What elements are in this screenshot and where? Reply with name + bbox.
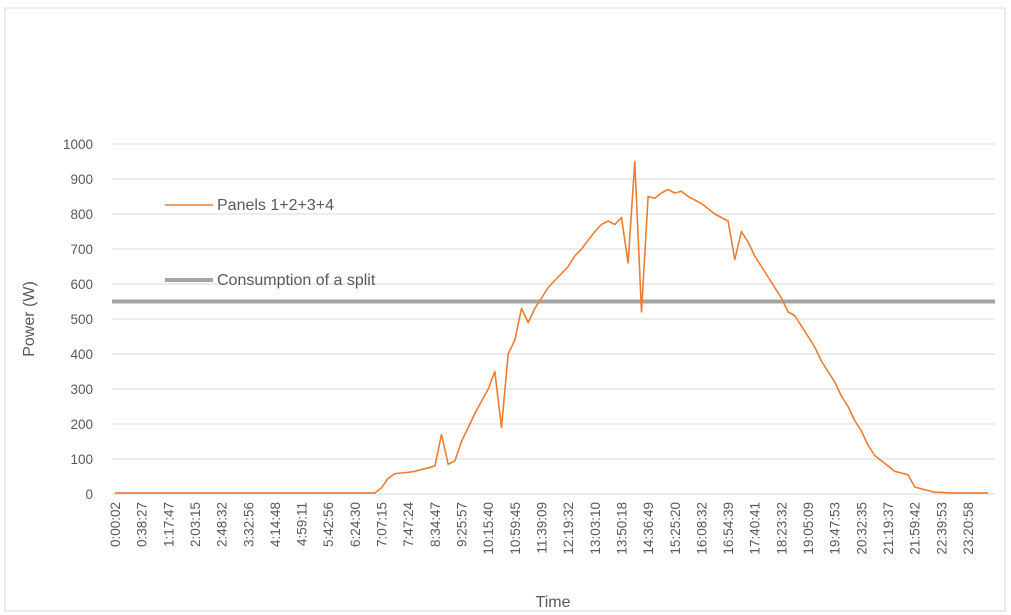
x-tick-label: 22:39:53 xyxy=(934,502,949,555)
x-tick-label: 12:19:32 xyxy=(561,502,576,555)
x-tick-label: 19:05:09 xyxy=(801,502,816,555)
x-tick-label: 10:15:40 xyxy=(481,502,496,555)
y-tick-label: 800 xyxy=(70,207,93,222)
x-tick-label: 13:50:18 xyxy=(614,502,629,555)
y-tick-label: 300 xyxy=(70,382,93,397)
x-tick-label: 16:08:32 xyxy=(694,502,709,555)
x-tick-label: 17:40:41 xyxy=(748,502,763,555)
y-tick-label: 0 xyxy=(85,487,93,502)
x-tick-label: 16:54:39 xyxy=(721,502,736,555)
y-tick-label: 700 xyxy=(70,242,93,257)
x-tick-label: 18:23:32 xyxy=(774,502,789,555)
y-tick-label: 1000 xyxy=(63,137,93,152)
x-tick-label: 8:34:47 xyxy=(428,502,443,547)
x-tick-label: 0:38:27 xyxy=(135,502,150,547)
x-tick-label: 7:47:24 xyxy=(401,502,416,548)
x-tick-label: 7:07:15 xyxy=(375,502,390,547)
x-tick-label: 21:59:42 xyxy=(908,502,923,555)
y-axis-label: Power (W) xyxy=(21,281,38,357)
x-tick-label: 11:39:09 xyxy=(534,502,549,554)
x-tick-label: 23:20:58 xyxy=(961,502,976,555)
y-tick-label: 200 xyxy=(70,417,93,432)
y-tick-label: 600 xyxy=(70,277,93,292)
series-line xyxy=(115,160,988,494)
y-tick-label: 900 xyxy=(70,172,93,187)
x-tick-label: 1:17:47 xyxy=(161,502,176,547)
x-tick-label: 3:32:56 xyxy=(241,502,256,547)
x-tick-label: 6:24:30 xyxy=(348,502,363,547)
x-tick-label: 4:59:11 xyxy=(295,502,310,546)
legend-label: Consumption of a split xyxy=(217,272,376,289)
y-tick-label: 500 xyxy=(70,312,93,327)
x-tick-label: 13:03:10 xyxy=(588,502,603,555)
y-tick-label: 100 xyxy=(70,452,93,467)
x-tick-label: 0:00:02 xyxy=(108,502,123,547)
x-tick-label: 4:14:48 xyxy=(268,502,283,547)
x-tick-label: 21:19:37 xyxy=(881,502,896,555)
x-tick-label: 19:47:53 xyxy=(828,502,843,555)
y-tick-label: 400 xyxy=(70,347,93,362)
x-axis-label: Time xyxy=(536,594,571,611)
x-tick-label: 9:25:57 xyxy=(455,502,470,547)
x-tick-label: 5:42:56 xyxy=(321,502,336,547)
x-tick-label: 20:32:35 xyxy=(854,502,869,555)
chart-frame xyxy=(4,7,1006,612)
x-tick-label: 14:36:49 xyxy=(641,502,656,555)
x-tick-label: 15:25:20 xyxy=(668,502,683,555)
x-tick-label: 10:59:45 xyxy=(508,502,523,555)
legend-label: Panels 1+2+3+4 xyxy=(217,197,334,214)
x-tick-label: 2:03:15 xyxy=(188,502,203,547)
x-tick-label: 2:48:32 xyxy=(215,502,230,547)
